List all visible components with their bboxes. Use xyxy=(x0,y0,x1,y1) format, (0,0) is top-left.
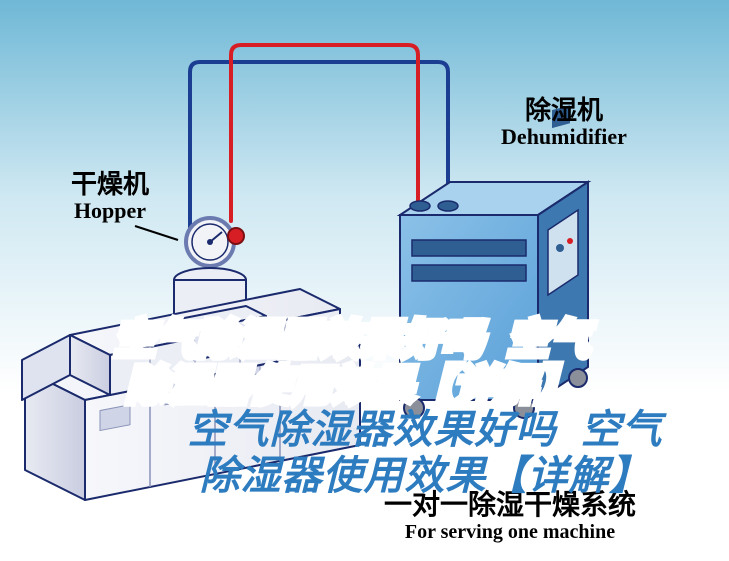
dehumidifier-label: 除湿机 Dehumidifier xyxy=(454,96,674,149)
system-title-en: For serving one machine xyxy=(320,521,700,543)
hopper-label: 干燥机 Hopper xyxy=(40,170,180,223)
pressure-gauge-icon xyxy=(186,218,234,266)
caster-icon xyxy=(514,398,534,418)
system-title-cn: 一对一除湿干燥系统 xyxy=(320,490,700,521)
dehumidifier-label-cn: 除湿机 xyxy=(454,96,674,125)
hopper-label-en: Hopper xyxy=(40,199,180,223)
dehumidifier-label-en: Dehumidifier xyxy=(454,125,674,149)
caster-icon xyxy=(569,369,587,387)
system-title: 一对一除湿干燥系统 For serving one machine xyxy=(320,490,700,543)
diagram-svg xyxy=(0,0,729,561)
hopper-label-cn: 干燥机 xyxy=(40,170,180,199)
diagram-stage: 干燥机 Hopper 除湿机 Dehumidifier 一对一除湿干燥系统 Fo… xyxy=(0,0,729,561)
caster-icon xyxy=(404,398,424,418)
